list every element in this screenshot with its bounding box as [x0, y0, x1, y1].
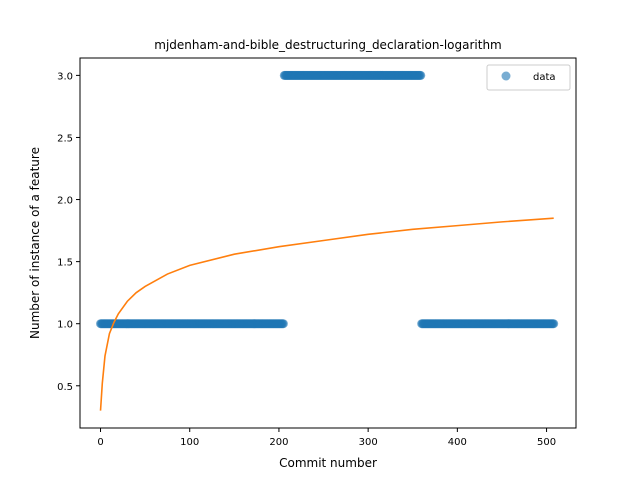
y-tick-label: 3.0	[57, 71, 73, 82]
logarithmic-fit-line	[99, 217, 554, 411]
legend-box	[486, 64, 571, 91]
y-tick-label: 0.5	[57, 382, 73, 393]
x-tick-label: 500	[537, 437, 556, 448]
data-point	[416, 70, 426, 80]
x-tick-label: 0	[97, 437, 103, 448]
x-tick-label: 300	[359, 437, 378, 448]
chart-title: mjdenham-and-bible_destructuring_declara…	[154, 38, 502, 52]
axis-ticks: 0 100 200 300 400 500 0.5 1.0 1.5 2.0 2.5 3.0	[57, 71, 556, 448]
x-axis-label: Commit number	[279, 456, 377, 470]
x-tick-label: 100	[180, 437, 199, 448]
x-tick-label: 400	[448, 437, 467, 448]
legend-marker-data	[501, 71, 511, 81]
data-point	[278, 319, 288, 329]
y-tick-label: 2.0	[57, 196, 73, 207]
y-axis-label: Number of instance of a feature	[28, 147, 42, 339]
y-tick-label: 1.0	[57, 320, 73, 331]
x-tick-label: 200	[269, 437, 288, 448]
y-tick-label: 1.5	[57, 258, 73, 269]
data-point	[549, 319, 559, 329]
legend: data	[486, 64, 571, 91]
y-tick-label: 2.5	[57, 133, 73, 144]
legend-label-data: data	[533, 72, 556, 83]
plot-frame	[79, 57, 577, 429]
data-layer	[96, 70, 559, 411]
